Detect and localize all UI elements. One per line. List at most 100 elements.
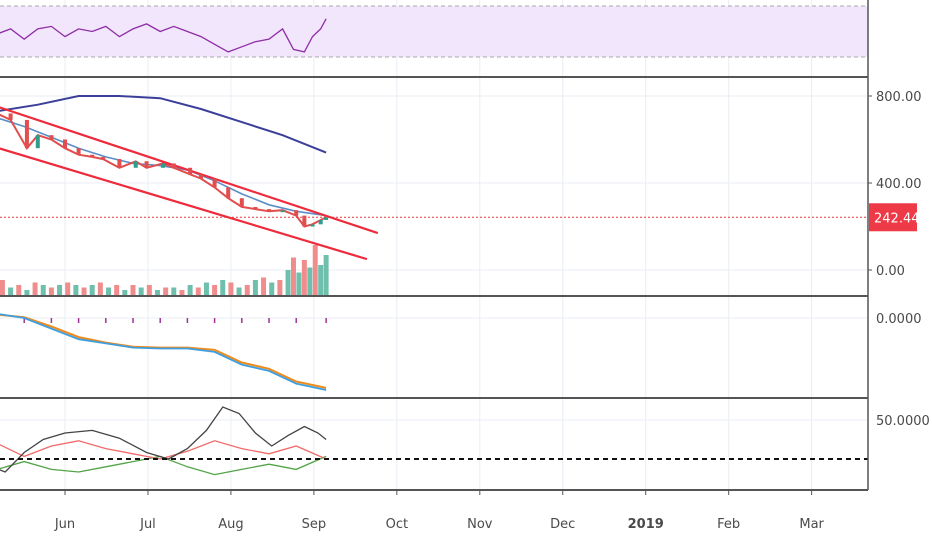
macd-histogram	[23, 318, 327, 323]
macd-line	[0, 313, 327, 391]
volume-bar	[48, 287, 54, 295]
volume-bar	[146, 285, 152, 295]
last-price-tag-background	[869, 203, 917, 232]
volume-bar	[73, 285, 79, 295]
volume-bar	[89, 285, 95, 295]
volume-bar	[285, 270, 291, 295]
volume-bar	[307, 267, 313, 295]
time-axis[interactable]: Jun Jul Aug Sep Oct Nov Dec 2019 Feb Mar	[54, 490, 825, 532]
trend-channel-lower[interactable]	[0, 146, 368, 261]
volume-bar	[154, 290, 160, 295]
trend-channel-upper[interactable]	[0, 105, 379, 235]
candle	[8, 113, 13, 120]
candle	[302, 215, 307, 227]
price-axis[interactable]: 800.00 400.00 0.00 0.0000 50.0000	[868, 90, 930, 429]
candle	[226, 187, 231, 199]
candle	[133, 161, 138, 168]
candle	[117, 159, 122, 168]
rsi-line	[0, 18, 327, 53]
volume-bar	[236, 287, 242, 295]
time-axis-label: Aug	[218, 517, 243, 532]
candle	[294, 210, 299, 216]
dmi-plus-line	[0, 440, 327, 460]
candle	[318, 219, 323, 225]
candle	[101, 156, 106, 160]
candle	[253, 206, 258, 210]
price-axis-label: 0.00	[876, 264, 905, 279]
macd-pane[interactable]	[0, 313, 327, 391]
volume-bar	[228, 282, 234, 295]
volume-bar	[220, 280, 226, 295]
volume-bar	[179, 290, 185, 295]
volume-bar	[24, 290, 30, 295]
candle	[310, 224, 315, 227]
time-axis-label: Jul	[139, 517, 156, 532]
candle	[76, 148, 81, 155]
time-axis-label: Nov	[467, 517, 493, 532]
time-axis-label: Feb	[717, 517, 740, 532]
candle	[239, 198, 244, 207]
time-axis-label: Jun	[54, 517, 75, 532]
volume-bar	[318, 265, 324, 295]
volume-bar	[296, 272, 302, 295]
candle	[24, 119, 29, 149]
pane-separators	[0, 0, 869, 491]
rsi-band	[0, 6, 868, 57]
time-axis-label: 2019	[628, 517, 664, 532]
volume-bar	[130, 285, 136, 295]
candle	[90, 154, 95, 157]
volume-bar	[203, 282, 209, 295]
volume-bar	[114, 285, 120, 295]
volume-bar	[312, 245, 318, 295]
volume-bar	[187, 285, 193, 295]
volume-bar	[212, 285, 218, 295]
volume-bar	[195, 287, 201, 295]
volume-bar	[252, 280, 258, 295]
candle	[160, 163, 165, 168]
volume-bar	[32, 282, 38, 295]
volume-bar	[269, 282, 275, 295]
volume-bar	[163, 287, 169, 295]
last-price-label: 242.44	[874, 211, 920, 226]
price-axis-label: 800.00	[876, 90, 922, 105]
volume-bar	[277, 280, 283, 295]
time-axis-label: Sep	[302, 517, 327, 532]
dmi-pane[interactable]	[0, 406, 868, 476]
dmi-adx-line	[0, 406, 327, 473]
volume-bar	[171, 287, 177, 295]
price-series	[0, 113, 327, 228]
time-axis-label: Mar	[799, 517, 824, 532]
dmi-axis-label: 50.0000	[876, 414, 930, 429]
macd-signal-line	[0, 313, 327, 389]
rsi-pane[interactable]	[0, 5, 868, 58]
volume-bar	[122, 290, 128, 295]
candle	[49, 135, 54, 140]
volume-bar	[261, 277, 267, 295]
candle	[171, 163, 176, 168]
volume-bar	[244, 285, 250, 295]
candle	[280, 210, 285, 213]
candle	[199, 174, 203, 179]
candle	[267, 209, 271, 212]
price-pane[interactable]	[0, 95, 868, 295]
macd-axis-label: 0.0000	[876, 312, 922, 327]
price-axis-label: 400.00	[876, 177, 922, 192]
grid-lines	[0, 0, 868, 490]
candle	[324, 217, 329, 220]
candle	[144, 161, 149, 168]
volume-bar	[40, 285, 46, 295]
candle	[212, 178, 217, 188]
candle	[188, 167, 193, 175]
volume-bar	[57, 285, 63, 295]
last-price-tag: 242.44	[869, 203, 920, 232]
volume-bar	[8, 287, 14, 295]
volume-bar	[16, 285, 22, 295]
volume-bar	[290, 257, 296, 295]
volume-bar	[323, 255, 329, 295]
time-axis-label: Oct	[386, 517, 408, 532]
volume-bar	[106, 287, 112, 295]
volume-bar	[301, 260, 307, 295]
candle	[35, 135, 40, 149]
volume-bar	[138, 287, 144, 295]
